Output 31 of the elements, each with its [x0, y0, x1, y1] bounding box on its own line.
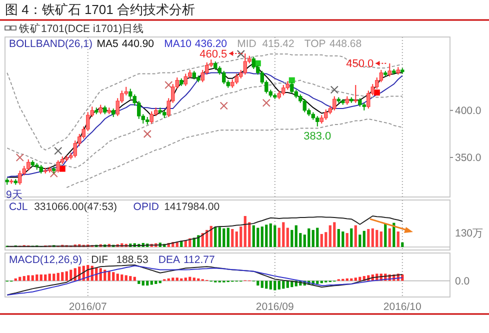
text: 331066.00(47:53) — [34, 201, 118, 213]
x-tick-label: 2016/09 — [256, 301, 294, 313]
annotation: TOP — [304, 38, 326, 50]
annotation: MA5 — [96, 38, 119, 50]
x-tick-label: 2016/10 — [383, 301, 422, 313]
chart-subtitle: 铁矿1701(DCE i1701)日线 — [18, 22, 144, 35]
annotation: 9天 — [6, 189, 23, 201]
annotation: MID — [237, 38, 257, 50]
annotation: MA10 — [164, 38, 192, 50]
annotation: 448.68 — [330, 38, 362, 50]
text: CJL — [9, 201, 28, 213]
annotation: 440.90 — [122, 38, 154, 50]
annotation: 450.0 — [346, 58, 374, 70]
y-tick-label: 400.0 — [455, 105, 482, 118]
text: 130万 — [455, 228, 484, 240]
annotation: DEA — [158, 254, 180, 266]
annotation: BOLLBAND(26,1) — [9, 38, 92, 50]
text: 1417984.00 — [164, 201, 220, 213]
y-tick-label: 350.0 — [455, 152, 482, 164]
text: OPID — [133, 201, 160, 213]
annotation: 112.77 — [184, 254, 215, 266]
text: 0.0 — [455, 275, 470, 288]
annotation: 460.5 — [200, 48, 228, 60]
annotation: 188.53 — [116, 254, 148, 266]
x-tick-label: 2016/07 — [68, 301, 108, 313]
chart-title: 图 4：铁矿石 1701 合约技术分析 — [5, 2, 195, 17]
annotation: 415.42 — [262, 38, 294, 50]
annotation: MACD(12,26,9) — [9, 254, 82, 266]
annotation: 383.0 — [304, 130, 332, 142]
annotation: 436.20 — [194, 38, 228, 50]
annotation: DIF — [91, 254, 108, 266]
